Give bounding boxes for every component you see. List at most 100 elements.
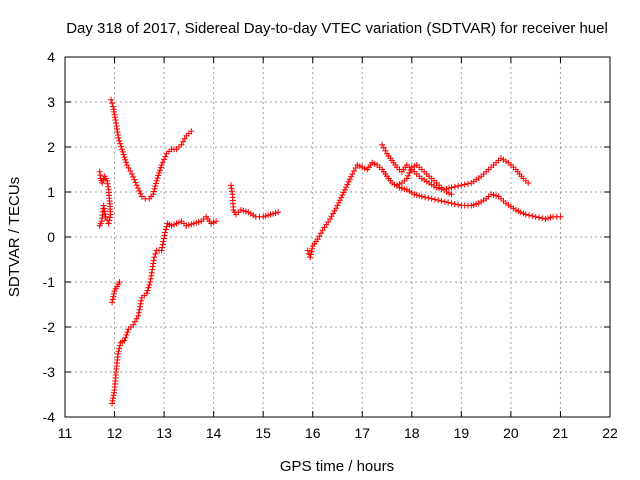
data-point-marker xyxy=(448,200,455,207)
y-tick-label: 2 xyxy=(47,139,55,155)
data-point-marker xyxy=(150,188,157,195)
x-tick-label: 16 xyxy=(305,425,321,441)
x-tick-label: 15 xyxy=(255,425,271,441)
data-point-marker xyxy=(123,331,130,338)
data-point-marker xyxy=(428,195,435,202)
data-point-marker xyxy=(116,342,123,349)
data-point-marker xyxy=(455,183,462,189)
data-point-marker xyxy=(418,193,425,200)
data-point-marker xyxy=(122,334,129,341)
data-point-marker xyxy=(132,179,139,186)
data-point-marker xyxy=(136,187,143,194)
data-point-marker xyxy=(117,140,124,147)
data-point-marker xyxy=(119,148,126,155)
data-point-marker xyxy=(135,185,142,192)
data-point-marker xyxy=(137,300,144,307)
series-seg4 xyxy=(109,279,123,306)
data-point-marker xyxy=(159,159,166,166)
data-point-marker xyxy=(135,309,142,316)
series-seg2 xyxy=(108,96,195,202)
data-point-marker xyxy=(405,172,412,179)
data-point-marker xyxy=(161,156,168,163)
series-seg6 xyxy=(304,159,564,261)
y-tick-label: 1 xyxy=(47,184,55,200)
data-point-marker xyxy=(348,173,355,180)
data-point-marker xyxy=(156,167,163,174)
data-point-marker xyxy=(308,248,315,255)
data-point-marker xyxy=(104,217,111,224)
data-point-marker xyxy=(340,189,347,196)
y-tick-label: 3 xyxy=(47,94,55,110)
data-point-marker xyxy=(109,296,116,303)
data-point-marker xyxy=(156,169,163,176)
axis-ticks xyxy=(64,56,611,418)
data-point-marker xyxy=(118,143,125,150)
x-tick-label: 21 xyxy=(553,425,569,441)
data-point-marker xyxy=(159,241,166,248)
data-point-marker xyxy=(344,181,351,188)
data-point-marker xyxy=(151,185,158,192)
series-seg8 xyxy=(393,162,455,198)
data-point-marker xyxy=(333,205,340,212)
series-seg3 xyxy=(109,213,220,407)
data-point-marker xyxy=(130,173,137,180)
data-point-marker xyxy=(162,153,169,160)
data-point-marker xyxy=(406,169,413,176)
data-point-marker xyxy=(155,172,162,179)
data-point-marker xyxy=(131,176,138,183)
data-point-marker xyxy=(307,254,314,261)
data-point-marker xyxy=(115,135,122,141)
y-tick-label: 0 xyxy=(47,229,55,245)
data-point-marker xyxy=(557,213,564,220)
data-point-marker xyxy=(115,348,122,355)
x-tick-labels: 11 12 13 14 15 16 17 18 19 20 21 22 xyxy=(58,425,618,441)
x-tick-label: 12 xyxy=(107,425,123,441)
data-point-marker xyxy=(118,146,125,153)
data-point-marker xyxy=(109,299,116,306)
x-tick-label: 18 xyxy=(404,425,420,441)
data-point-marker xyxy=(128,171,135,177)
data-point-marker xyxy=(327,216,334,222)
data-point-marker xyxy=(145,284,152,291)
data-point-marker xyxy=(161,232,168,239)
data-point-marker xyxy=(135,312,142,319)
data-point-marker xyxy=(448,191,455,198)
data-point-marker xyxy=(153,177,160,184)
data-point-marker xyxy=(328,213,335,220)
data-point-marker xyxy=(121,154,128,161)
y-tick-label: -2 xyxy=(43,319,56,335)
data-point-marker xyxy=(99,180,106,186)
data-point-marker xyxy=(438,198,445,204)
data-point-marker xyxy=(435,197,442,204)
data-point-marker xyxy=(143,290,150,297)
data-point-marker xyxy=(464,180,471,187)
x-tick-label: 17 xyxy=(354,425,370,441)
data-point-marker xyxy=(138,297,145,304)
data-point-marker xyxy=(150,191,157,198)
data-point-marker xyxy=(451,201,458,207)
data-point-marker xyxy=(441,198,448,205)
data-point-marker xyxy=(116,345,123,352)
data-point-marker xyxy=(105,220,112,227)
data-point-marker xyxy=(115,351,122,357)
data-point-marker xyxy=(522,211,529,218)
data-point-marker xyxy=(535,214,542,221)
data-point-marker xyxy=(108,96,115,103)
x-tick-label: 14 xyxy=(206,425,222,441)
chart-title: Day 318 of 2017, Sidereal Day-to-day VTE… xyxy=(66,20,608,37)
data-point-marker xyxy=(138,193,145,200)
data-point-marker xyxy=(116,279,123,285)
data-point-marker xyxy=(124,329,131,336)
series-seg7 xyxy=(379,141,532,193)
y-tick-label: -4 xyxy=(43,409,56,425)
data-point-marker xyxy=(304,247,311,254)
data-point-marker xyxy=(158,162,165,168)
data-point-marker xyxy=(110,290,117,297)
x-axis-label: GPS time / hours xyxy=(280,458,394,475)
data-point-marker xyxy=(123,159,130,166)
data-point-marker xyxy=(144,287,151,294)
data-point-marker xyxy=(157,164,164,171)
data-point-marker xyxy=(338,194,345,201)
data-point-marker xyxy=(96,222,103,229)
